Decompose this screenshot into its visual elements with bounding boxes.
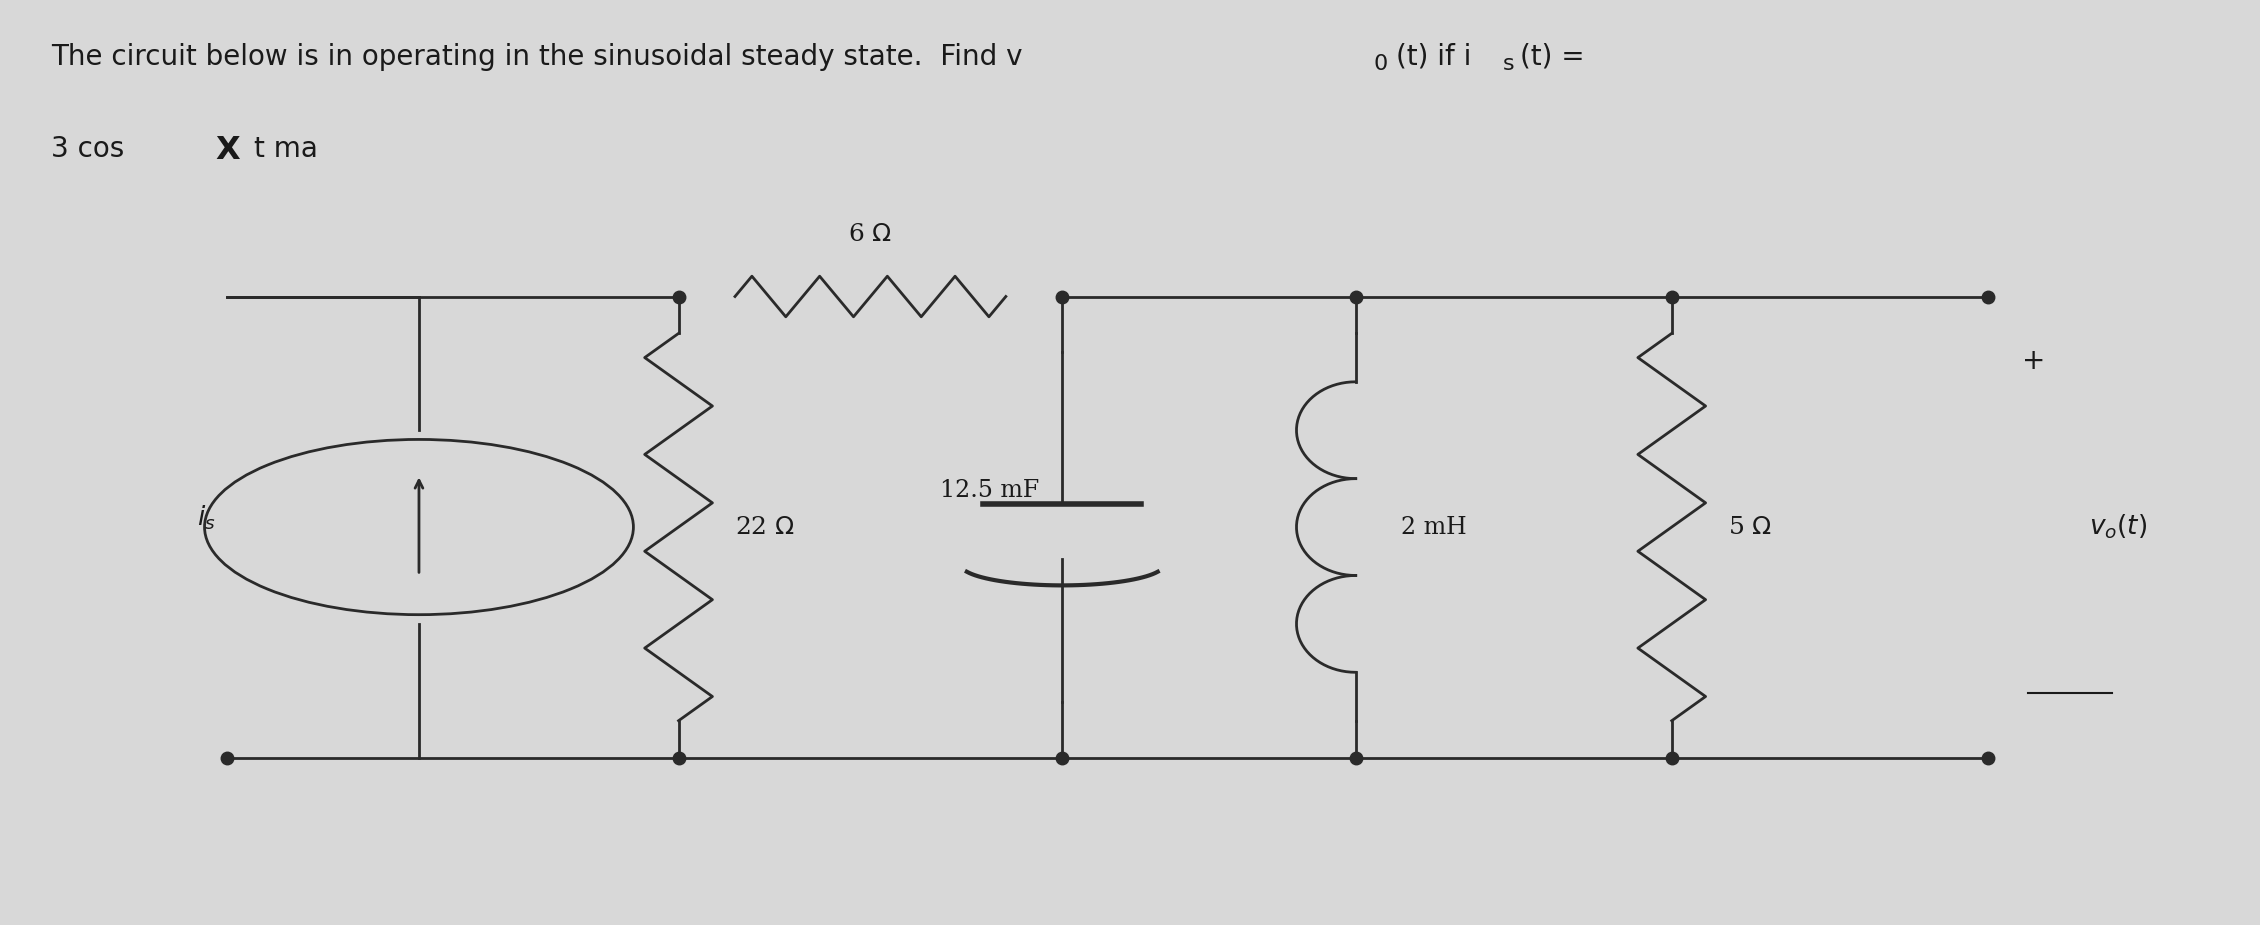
Text: (t) =: (t) = xyxy=(1521,43,1584,71)
Text: +: + xyxy=(2023,347,2045,375)
Text: t ma: t ma xyxy=(253,135,319,163)
Text: (t) if i: (t) if i xyxy=(1397,43,1471,71)
Text: 2 mH: 2 mH xyxy=(1401,515,1467,538)
Text: $i_s$: $i_s$ xyxy=(197,503,215,532)
Text: X: X xyxy=(215,135,240,166)
Text: 3 cos: 3 cos xyxy=(52,135,133,163)
Text: 12.5 mF: 12.5 mF xyxy=(940,478,1040,501)
Text: 5 $\Omega$: 5 $\Omega$ xyxy=(1729,515,1772,538)
Text: $v_o(t)$: $v_o(t)$ xyxy=(2088,512,2147,541)
Text: 22 $\Omega$: 22 $\Omega$ xyxy=(734,515,796,538)
Text: s: s xyxy=(1503,54,1514,74)
Text: The circuit below is in operating in the sinusoidal steady state.  Find v: The circuit below is in operating in the… xyxy=(52,43,1022,71)
Text: 0: 0 xyxy=(1374,54,1388,74)
Text: 6 $\Omega$: 6 $\Omega$ xyxy=(848,223,893,246)
